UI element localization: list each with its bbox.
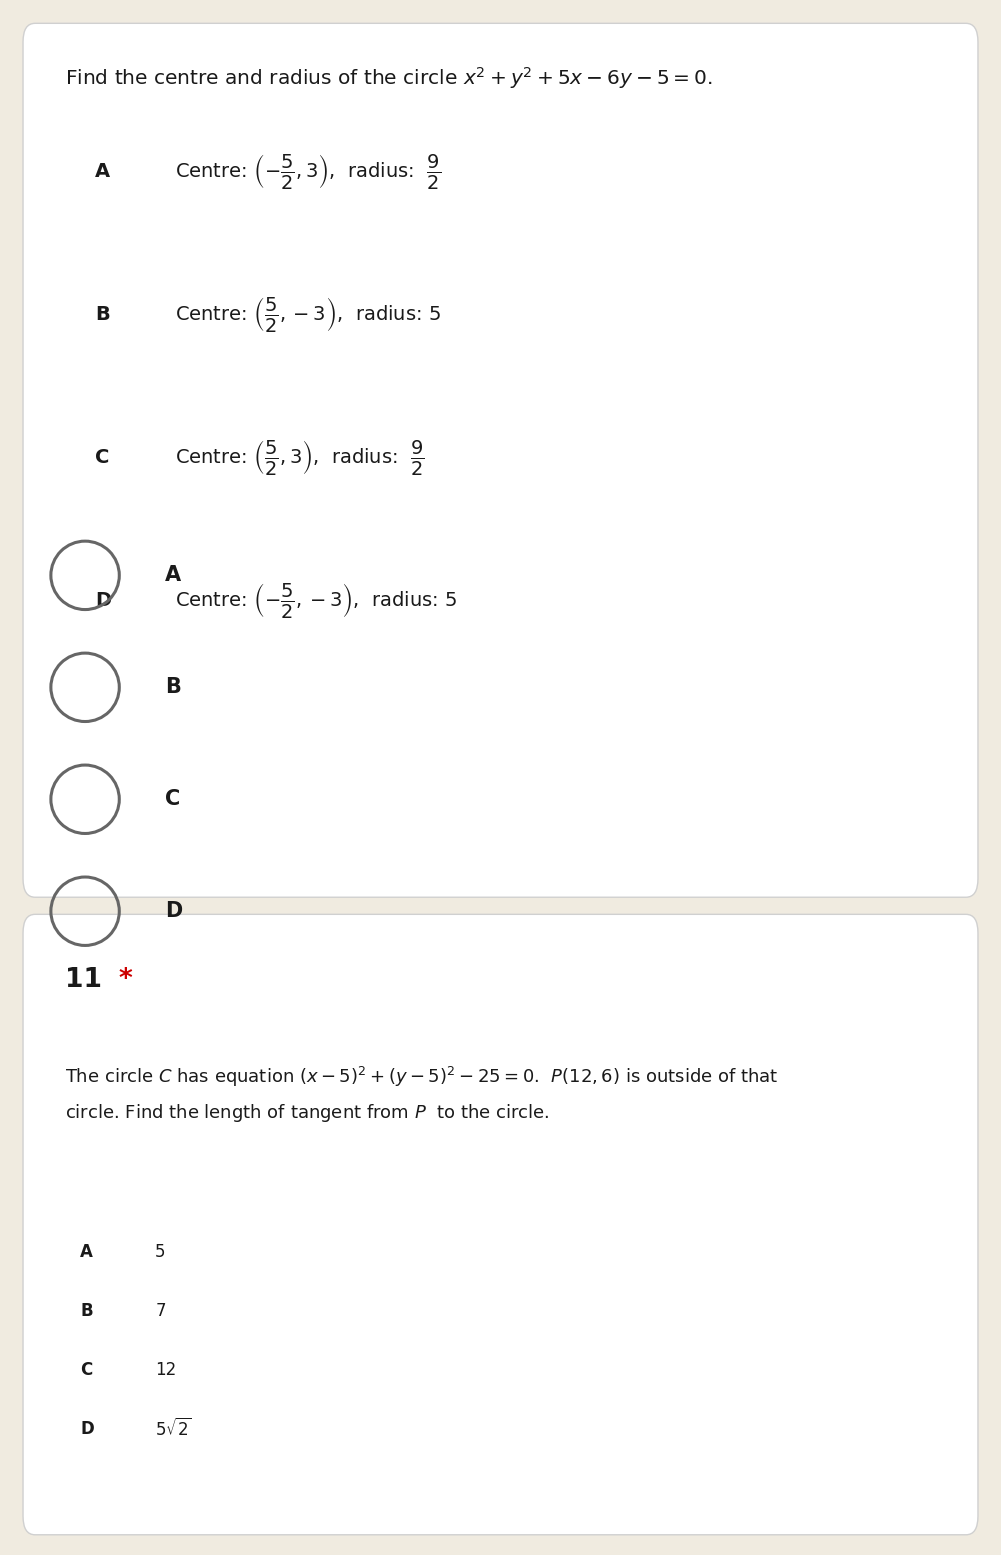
Text: 5: 5 [155, 1242, 165, 1261]
FancyBboxPatch shape [23, 914, 978, 1535]
Text: *: * [118, 967, 132, 994]
Text: B: B [165, 678, 181, 697]
Text: D: D [80, 1420, 94, 1438]
Text: C: C [95, 448, 109, 466]
Text: Centre: $\left(-\dfrac{5}{2},3\right)$,  radius:  $\dfrac{9}{2}$: Centre: $\left(-\dfrac{5}{2},3\right)$, … [175, 151, 441, 191]
Text: Find the centre and radius of the circle $x^2+y^2+5x-6y-5=0$.: Find the centre and radius of the circle… [65, 65, 713, 92]
Text: A: A [80, 1242, 93, 1261]
FancyBboxPatch shape [23, 23, 978, 897]
Text: B: B [95, 305, 110, 323]
Text: A: A [165, 566, 181, 585]
Text: The circle $C$ has equation $(x-5)^2+(y-5)^2-25=0$.  $P(12,6)$ is outside of tha: The circle $C$ has equation $(x-5)^2+(y-… [65, 1065, 779, 1124]
Text: Centre: $\left(\dfrac{5}{2},-3\right)$,  radius: 5: Centre: $\left(\dfrac{5}{2},-3\right)$, … [175, 294, 441, 334]
Text: C: C [165, 790, 180, 809]
Text: 12: 12 [155, 1361, 176, 1379]
Text: D: D [95, 591, 111, 610]
Text: Centre: $\left(\dfrac{5}{2},3\right)$,  radius:  $\dfrac{9}{2}$: Centre: $\left(\dfrac{5}{2},3\right)$, r… [175, 437, 425, 477]
Text: 7: 7 [155, 1302, 165, 1320]
Text: A: A [95, 162, 110, 180]
Text: Centre: $\left(-\dfrac{5}{2},-3\right)$,  radius: 5: Centre: $\left(-\dfrac{5}{2},-3\right)$,… [175, 580, 457, 620]
Text: D: D [165, 902, 182, 921]
Text: $5\sqrt{2}$: $5\sqrt{2}$ [155, 1418, 192, 1440]
Text: C: C [80, 1361, 92, 1379]
Text: B: B [80, 1302, 93, 1320]
Text: 11: 11 [65, 967, 102, 994]
